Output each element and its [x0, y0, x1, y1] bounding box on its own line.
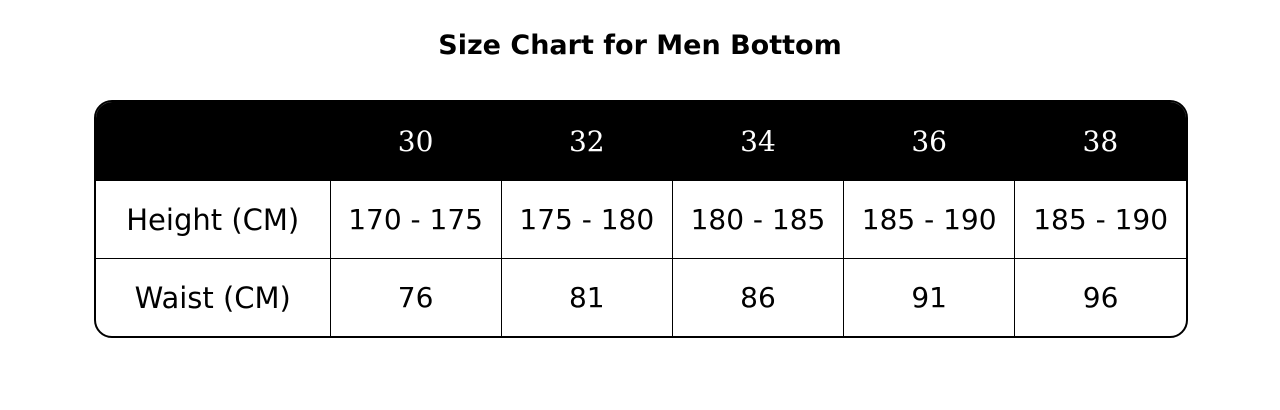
table-cell: 170 - 175 [329, 181, 502, 259]
table-cell: 81 [500, 258, 673, 336]
table-row: Height (CM) 170 - 175 175 - 180 180 - 185 18… [96, 181, 1186, 259]
table-cell: 185 - 190 [843, 181, 1015, 259]
size-table: 30 32 34 36 38 Height (CM) 170 - 175 175 - 180… [96, 102, 1186, 336]
table-row: Waist (CM) 76 81 86 91 96 [96, 258, 1186, 336]
table-cell: 96 [1014, 258, 1186, 336]
corner-cell [96, 102, 330, 181]
size-table-frame: 30 32 34 36 38 Height (CM) 170 - 175 175 - 180… [94, 100, 1188, 338]
row-label: Waist (CM) [96, 258, 330, 336]
column-header: 36 [843, 102, 1015, 181]
row-label: Height (CM) [126, 202, 300, 237]
table-cell: 76 [329, 258, 502, 336]
table-cell: 86 [671, 258, 844, 336]
table-cell: 185 - 190 [1014, 181, 1186, 259]
title: Size Chart for Men Bottom [438, 30, 842, 61]
column-header: 34 [672, 102, 844, 181]
column-header: 30 [330, 102, 502, 181]
table-cell: 91 [843, 258, 1015, 336]
table-cell: 175 - 180 [500, 181, 673, 259]
header-row: 30 32 34 36 38 [96, 102, 1186, 181]
table-body: Height (CM) 170 - 175 175 - 180 180 - 185 18… [96, 181, 1186, 336]
column-header: 38 [1014, 102, 1186, 181]
table-cell: 180 - 185 [671, 181, 844, 259]
column-header: 32 [501, 102, 673, 181]
